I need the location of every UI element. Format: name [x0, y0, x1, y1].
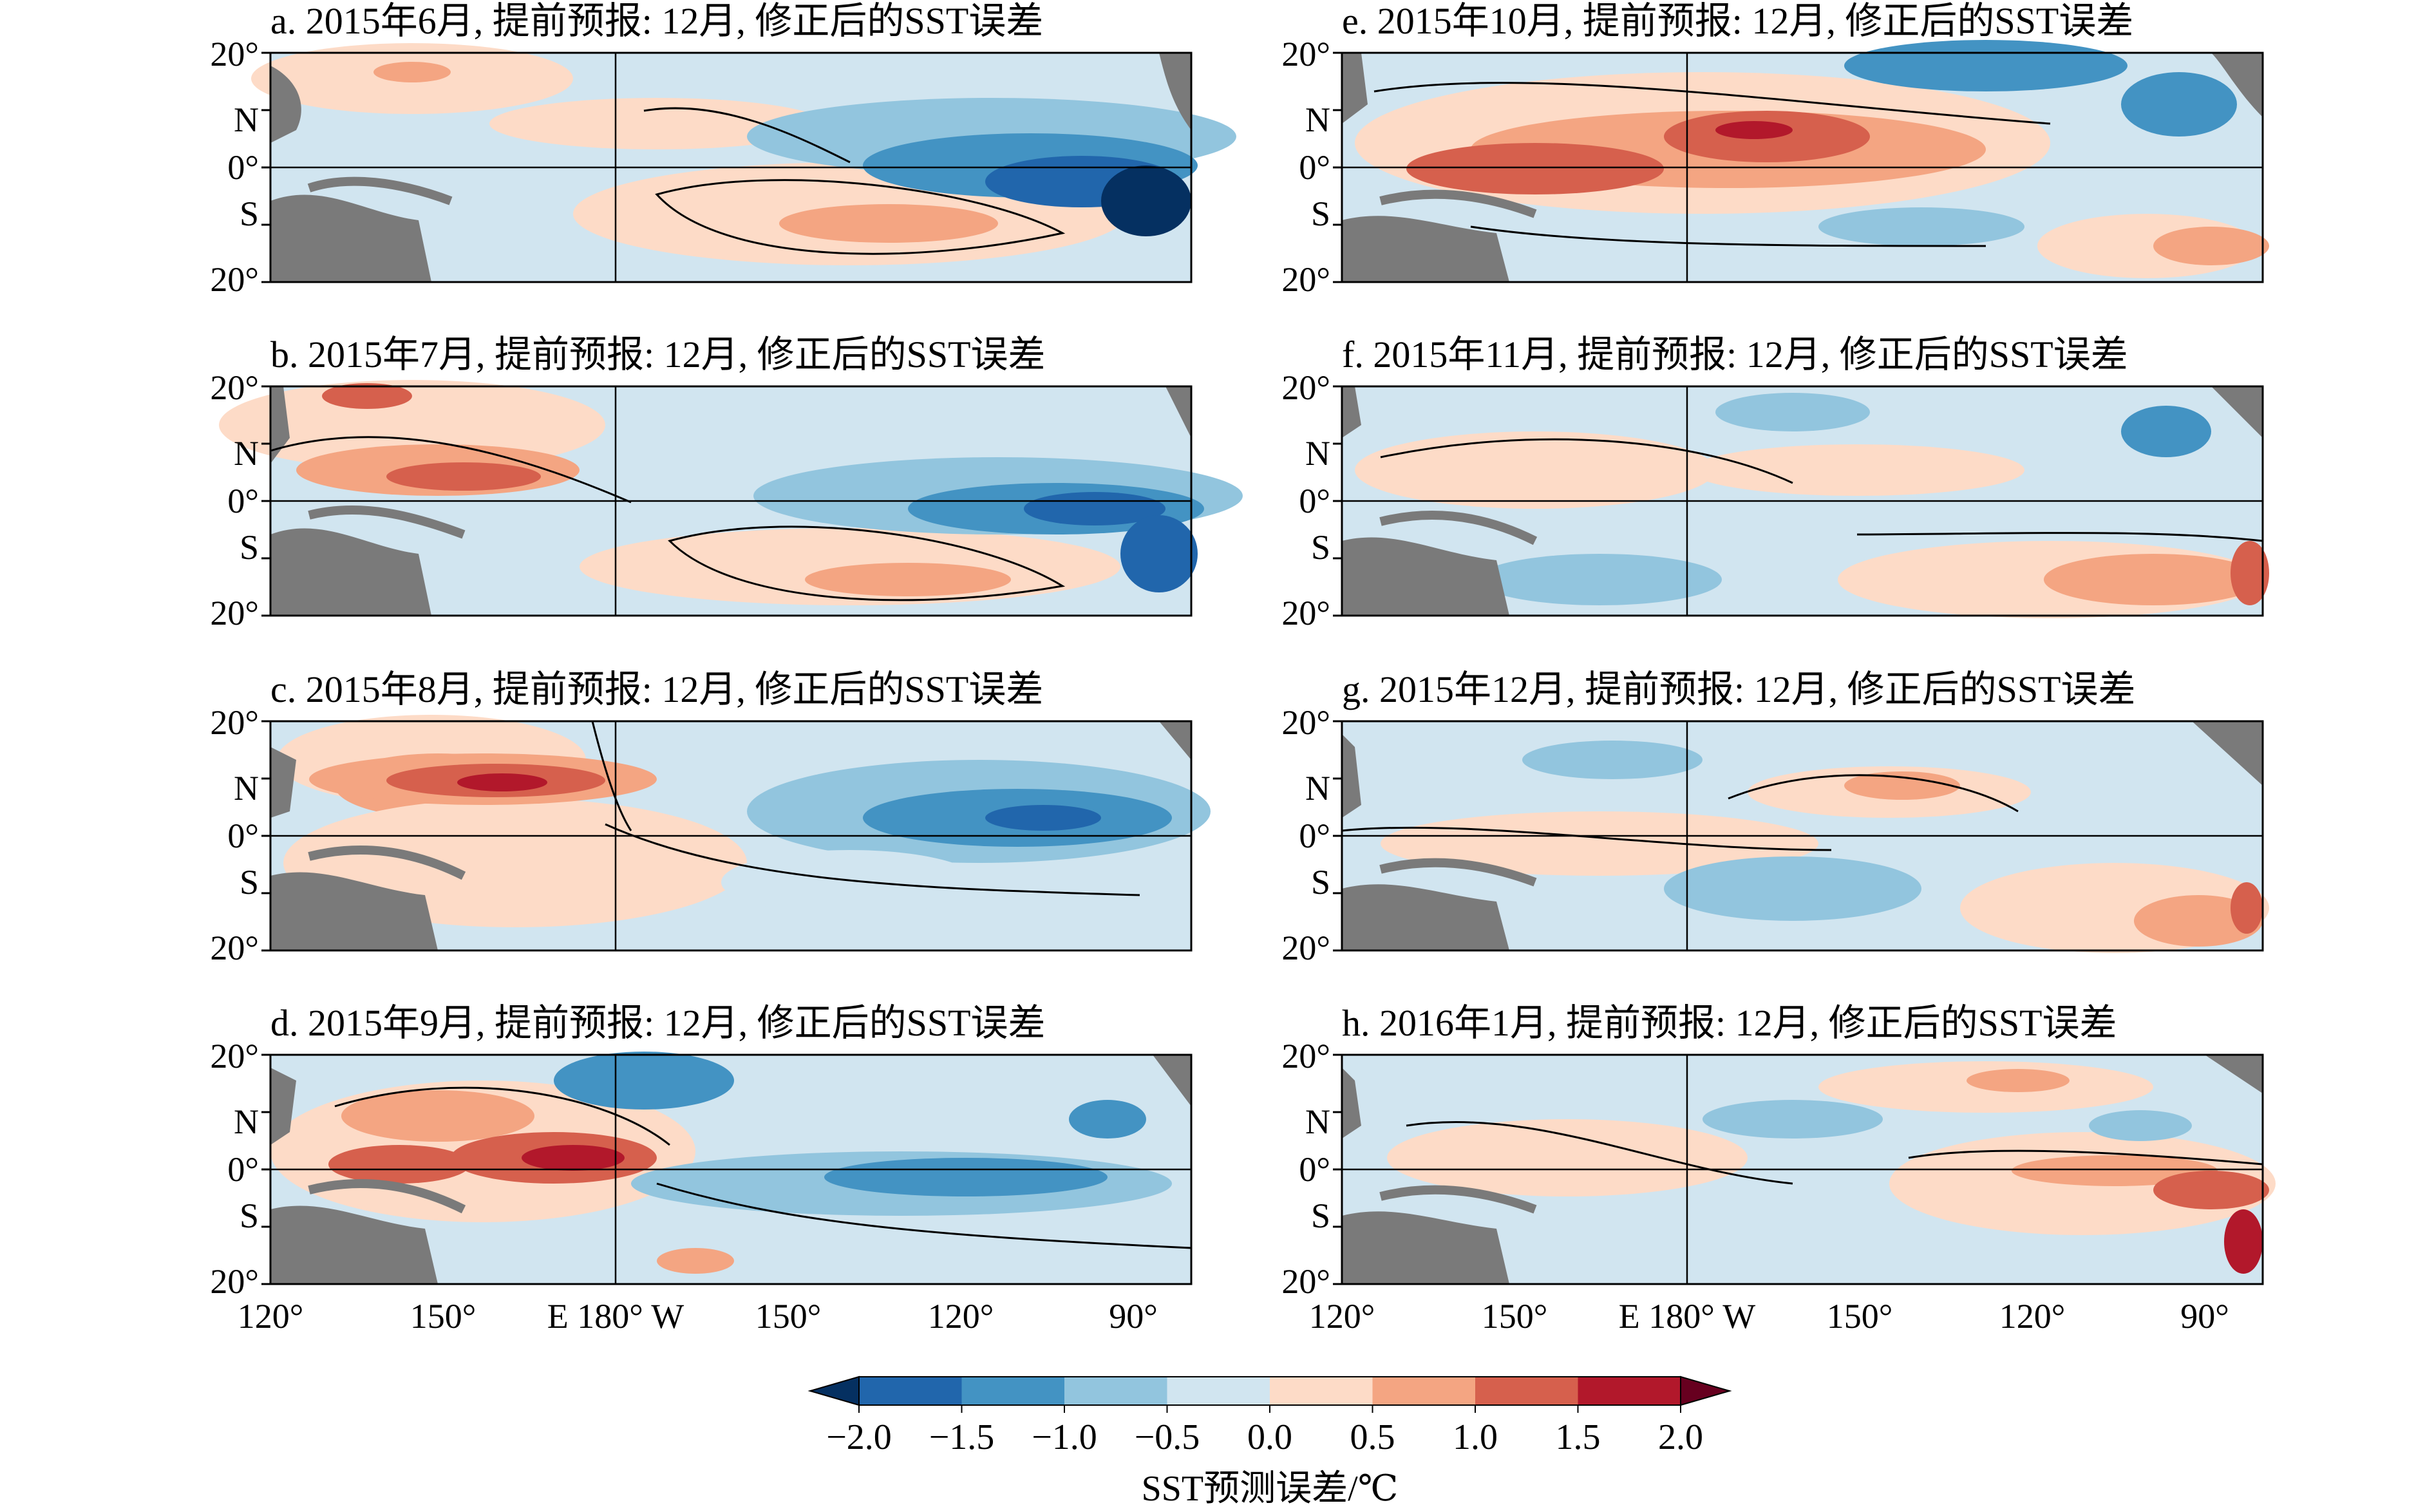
y-tick-label: 0°	[1299, 482, 1330, 520]
y-tick-label: N	[1305, 769, 1330, 808]
panel-title: g. 2015年12月, 提前预报: 12月, 修正后的SST误差	[1342, 668, 2136, 710]
x-tick-label: 120°	[928, 1297, 994, 1336]
panel-title: b. 2015年7月, 提前预报: 12月, 修正后的SST误差	[270, 334, 1046, 375]
y-tick-label: N	[234, 769, 259, 808]
y-tick-label: 0°	[227, 482, 259, 520]
y-tick-label: N	[1305, 100, 1330, 139]
y-tick-label: 20°	[210, 368, 259, 407]
colorbar-tick-label: −1.0	[1032, 1417, 1097, 1457]
panel-h: h. 2016年1月, 提前预报: 12月, 修正后的SST误差	[1341, 1002, 2276, 1285]
x-tick-label: 150°	[410, 1297, 476, 1336]
y-tick-label: N	[1305, 1102, 1330, 1141]
y-tick-label: S	[1311, 1196, 1330, 1235]
panel-e: e. 2015年10月, 提前预报: 12月, 修正后的SST误差	[1341, 0, 2269, 283]
colorbar-tick-label: −1.5	[929, 1417, 995, 1457]
panel-title: e. 2015年10月, 提前预报: 12月, 修正后的SST误差	[1342, 0, 2133, 42]
y-tick-label: S	[1311, 528, 1330, 567]
panel-title: d. 2015年9月, 提前预报: 12月, 修正后的SST误差	[270, 1002, 1046, 1044]
colorbar-segment	[961, 1377, 1065, 1405]
y-tick-label: S	[240, 1196, 259, 1235]
x-tick-label: 90°	[1109, 1297, 1158, 1336]
y-tick-label: S	[240, 194, 259, 233]
x-tick-label: 150°	[755, 1297, 822, 1336]
y-tick-label: N	[234, 100, 259, 139]
x-tick-label: E 180° W	[1619, 1297, 1756, 1336]
colorbar-segment	[1475, 1377, 1578, 1405]
land-mass	[270, 66, 301, 143]
panel-a: a. 2015年6月, 提前预报: 12月, 修正后的SST误差	[251, 0, 1236, 283]
colorbar-tick-label: 2.0	[1658, 1417, 1703, 1457]
colorbar-tick-label: 0.0	[1247, 1417, 1292, 1457]
colorbar-segment	[1578, 1377, 1681, 1405]
y-tick-label: N	[234, 434, 259, 473]
y-axis-labels: 20° N 0° S 20° 20° N 0° S 20° 20° N 0° S 20° 20° N 0° S 20°…	[210, 35, 1342, 1301]
y-tick-label: 20°	[210, 1037, 259, 1075]
y-tick-label: 0°	[227, 817, 259, 855]
y-tick-label: 20°	[210, 1262, 259, 1301]
y-tick-label: S	[240, 863, 259, 902]
y-tick-label: 20°	[1281, 594, 1330, 632]
y-tick-label: S	[1311, 863, 1330, 902]
colorbar-segment	[1372, 1377, 1476, 1405]
panel-c: c. 2015年8月, 提前预报: 12月, 修正后的SST误差	[269, 668, 1211, 952]
panel-title: c. 2015年8月, 提前预报: 12月, 修正后的SST误差	[270, 668, 1043, 710]
panel-title: h. 2016年1月, 提前预报: 12月, 修正后的SST误差	[1342, 1002, 2117, 1044]
colorbar-segments	[859, 1377, 1681, 1405]
colorbar-segment	[859, 1377, 962, 1405]
y-tick-label: 0°	[1299, 1150, 1330, 1189]
y-tick-label: 0°	[1299, 817, 1330, 855]
x-tick-label: 120°	[238, 1297, 304, 1336]
y-tick-label: N	[1305, 434, 1330, 473]
y-tick-label: 20°	[1281, 260, 1330, 299]
y-tick-label: N	[234, 1102, 259, 1141]
panel-d: d. 2015年9月, 提前预报: 12月, 修正后的SST误差	[269, 1002, 1193, 1285]
colorbar-segment	[1167, 1377, 1270, 1405]
panel-title: f. 2015年11月, 提前预报: 12月, 修正后的SST误差	[1342, 334, 2128, 375]
land-mass	[1159, 53, 1191, 130]
y-tick-label: S	[1311, 194, 1330, 233]
x-tick-label: 90°	[2180, 1297, 2229, 1336]
y-tick-label: S	[240, 528, 259, 567]
x-axis-right: 120° 150° E 180° W 150° 120° 90°	[1309, 1297, 2229, 1336]
y-tick-label: 0°	[227, 148, 259, 187]
y-tick-label: 20°	[210, 703, 259, 742]
colorbar-ticks: −2.0 −1.5 −1.0 −0.5 0.0 0.5 1.0 1.5 2.0	[826, 1405, 1703, 1457]
colorbar-under-arrow	[810, 1377, 859, 1405]
x-axis-left: 120° 150° E 180° W 150° 120° 90°	[238, 1297, 1158, 1336]
panel-g: g. 2015年12月, 提前预报: 12月, 修正后的SST误差	[1341, 668, 2269, 953]
y-tick-label: 0°	[1299, 148, 1330, 187]
colorbar-tick-label: −0.5	[1135, 1417, 1200, 1457]
y-tick-label: 20°	[1281, 1262, 1330, 1301]
y-tick-label: 20°	[1281, 35, 1330, 73]
y-tick-label: 20°	[1281, 1037, 1330, 1075]
colorbar-tick-label: 1.5	[1556, 1417, 1601, 1457]
y-tick-label: 20°	[1281, 368, 1330, 407]
panel-b: b. 2015年7月, 提前预报: 12月, 修正后的SST误差	[219, 334, 1243, 617]
x-tick-label: 120°	[1309, 1297, 1375, 1336]
colorbar-segment	[1270, 1377, 1373, 1405]
x-tick-label: 150°	[1482, 1297, 1548, 1336]
y-tick-label: 20°	[210, 929, 259, 967]
colorbar: −2.0 −1.5 −1.0 −0.5 0.0 0.5 1.0 1.5 2.0 SST预测误差/…	[807, 1375, 1732, 1509]
y-tick-label: 20°	[210, 35, 259, 73]
panel-f: f. 2015年11月, 提前预报: 12月, 修正后的SST误差	[1341, 334, 2269, 618]
panel-title: a. 2015年6月, 提前预报: 12月, 修正后的SST误差	[270, 0, 1043, 42]
y-tick-label: 20°	[1281, 929, 1330, 967]
colorbar-over-arrow	[1681, 1377, 1730, 1405]
land-mass	[270, 194, 431, 282]
colorbar-tick-label: 0.5	[1350, 1417, 1395, 1457]
y-tick-label: 20°	[1281, 703, 1330, 742]
y-tick-label: 20°	[210, 260, 259, 299]
colorbar-segment	[1064, 1377, 1167, 1405]
y-tick-label: 20°	[210, 594, 259, 632]
x-tick-label: E 180° W	[547, 1297, 684, 1336]
x-tick-label: 150°	[1827, 1297, 1893, 1336]
x-tick-label: 120°	[1999, 1297, 2066, 1336]
colorbar-tick-label: −2.0	[826, 1417, 892, 1457]
colorbar-tick-label: 1.0	[1453, 1417, 1498, 1457]
y-tick-label: 0°	[227, 1150, 259, 1189]
colorbar-label: SST预测误差/℃	[1142, 1469, 1399, 1509]
